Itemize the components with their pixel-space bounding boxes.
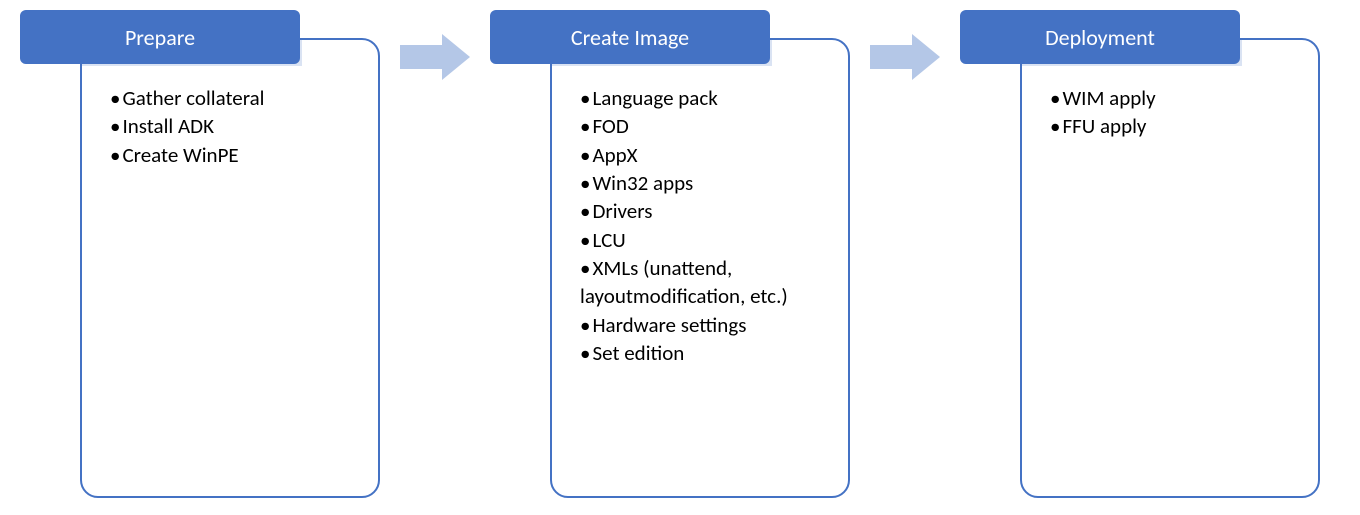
stage-body: Language pack FOD AppX Win32 apps Driver… <box>550 38 850 498</box>
stage-items: Gather collateral Install ADK Create Win… <box>110 84 360 169</box>
list-item: Drivers <box>580 197 830 225</box>
list-item: FOD <box>580 112 830 140</box>
stage-items: Language pack FOD AppX Win32 apps Driver… <box>580 84 830 367</box>
stage-header: Create Image <box>490 10 770 64</box>
stage-header: Deployment <box>960 10 1240 64</box>
list-item: WIM apply <box>1050 84 1300 112</box>
list-item: Create WinPE <box>110 141 360 169</box>
stage-prepare: Prepare Gather collateral Install ADK Cr… <box>20 10 380 500</box>
stage-body: Gather collateral Install ADK Create Win… <box>80 38 380 498</box>
arrow-wrap <box>380 22 490 92</box>
list-item: XMLs (unattend, layoutmodification, etc.… <box>580 254 830 311</box>
stage-title: Deployment <box>1045 24 1155 51</box>
list-item: AppX <box>580 141 830 169</box>
stage-title: Prepare <box>125 24 195 51</box>
stage-items: WIM apply FFU apply <box>1050 84 1300 141</box>
arrow-wrap <box>850 22 960 92</box>
arrow-right-icon <box>870 34 940 80</box>
arrow-right-icon <box>400 34 470 80</box>
list-item: Gather collateral <box>110 84 360 112</box>
stage-deployment: Deployment WIM apply FFU apply <box>960 10 1320 500</box>
list-item: FFU apply <box>1050 112 1300 140</box>
list-item: Language pack <box>580 84 830 112</box>
list-item: LCU <box>580 226 830 254</box>
stage-body: WIM apply FFU apply <box>1020 38 1320 498</box>
flowchart-container: Prepare Gather collateral Install ADK Cr… <box>0 0 1360 510</box>
stage-create-image: Create Image Language pack FOD AppX Win3… <box>490 10 850 500</box>
stage-header: Prepare <box>20 10 300 64</box>
list-item: Install ADK <box>110 112 360 140</box>
list-item: Hardware settings <box>580 311 830 339</box>
stage-title: Create Image <box>571 24 689 51</box>
list-item: Win32 apps <box>580 169 830 197</box>
list-item: Set edition <box>580 339 830 367</box>
